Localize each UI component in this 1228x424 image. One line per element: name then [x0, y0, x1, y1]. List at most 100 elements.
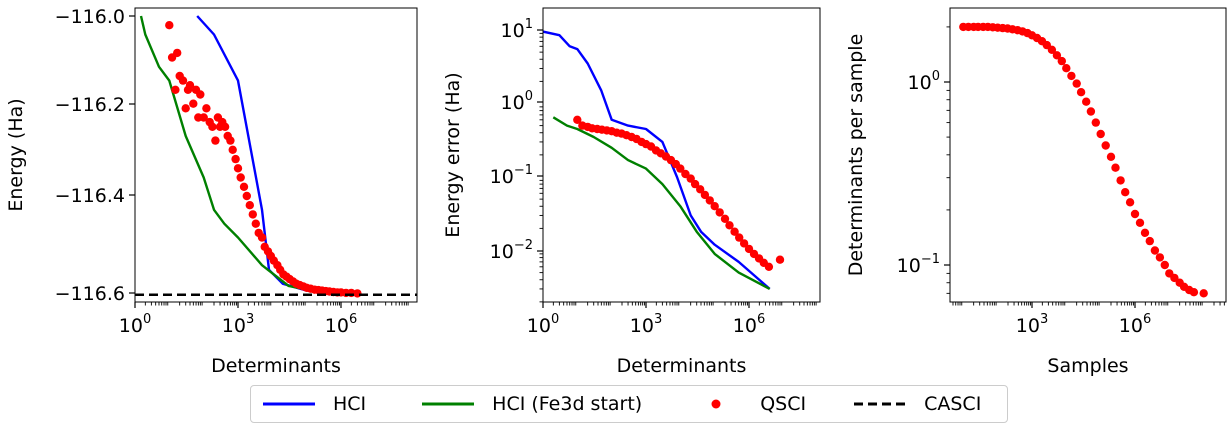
legend-line-icon	[418, 394, 478, 414]
data-point	[764, 262, 774, 271]
plot-area-1	[543, 30, 785, 290]
figure: −116.0 −116.2 −116.4 −116.6 100 103 106 Determi…	[5, 6, 1227, 377]
y-tick-label: −116.4	[55, 185, 125, 207]
data-point	[1140, 228, 1150, 237]
data-point	[1072, 79, 1081, 88]
y-tick-label: 10−2	[490, 238, 533, 263]
data-point	[700, 190, 710, 200]
data-point	[353, 289, 362, 298]
data-point	[720, 214, 730, 223]
data-point	[775, 255, 785, 264]
data-point	[257, 233, 267, 242]
legend-item-qsci: QSCI	[686, 393, 806, 415]
series-line-1	[139, 15, 342, 296]
data-point	[199, 113, 208, 122]
x-tick-label: 106	[325, 312, 357, 337]
data-point	[715, 208, 724, 217]
x-tick-label: 103	[222, 312, 254, 337]
data-point	[1091, 118, 1101, 127]
data-point	[189, 99, 198, 108]
data-point	[1076, 88, 1086, 97]
y-tick-label: −116.2	[55, 94, 125, 116]
data-point	[1160, 260, 1170, 270]
y-axis-label: Energy (Ha)	[5, 98, 27, 211]
legend-dot-icon	[686, 394, 746, 414]
y-tick-label: 100	[908, 69, 940, 94]
series-line-1	[552, 116, 771, 290]
y-tick-label: −116.6	[55, 283, 125, 305]
plot-frame-0	[134, 7, 418, 303]
plot-area-2	[959, 22, 1208, 298]
data-point	[1125, 198, 1135, 207]
legend-label: HCI	[333, 393, 367, 415]
y-tick-label: 10−1	[897, 252, 940, 277]
series-line-0	[196, 15, 358, 295]
data-point	[1082, 97, 1091, 106]
data-point	[231, 154, 240, 164]
legend: HCI HCI (Fe3d start) QSCI CASCI	[250, 385, 1008, 423]
data-point	[725, 221, 734, 230]
data-point	[1150, 246, 1160, 255]
data-point	[1096, 129, 1105, 139]
x-tick-label: 106	[1119, 312, 1151, 337]
legend-item-casci: CASCI	[850, 393, 981, 415]
data-point	[228, 145, 237, 154]
legend-label: CASCI	[924, 393, 982, 415]
data-point	[1086, 107, 1096, 116]
data-point	[226, 136, 235, 145]
data-point	[1155, 253, 1165, 262]
data-point	[1145, 236, 1155, 246]
legend-item-hci: HCI	[259, 393, 366, 415]
y-axis-label: Energy error (Ha)	[442, 72, 464, 237]
y-tick-label: 100	[501, 89, 533, 114]
data-point	[208, 122, 217, 131]
data-point	[233, 164, 243, 173]
data-point	[236, 173, 245, 182]
data-point	[1116, 176, 1125, 185]
data-point	[171, 85, 180, 95]
data-point	[1047, 45, 1057, 54]
plot-frame-2	[949, 7, 1227, 303]
data-point	[178, 76, 188, 85]
legend-label: QSCI	[760, 393, 807, 415]
data-point	[211, 136, 220, 145]
data-point	[245, 201, 254, 210]
legend-label: HCI (Fe3d start)	[492, 393, 643, 415]
data-point	[730, 227, 739, 236]
data-point	[1101, 141, 1110, 150]
x-tick-label: 103	[630, 312, 662, 337]
data-point	[1111, 163, 1120, 172]
data-point	[1135, 218, 1145, 227]
x-tick-label: 100	[527, 312, 559, 337]
y-tick-label: −116.0	[55, 6, 125, 28]
data-point	[676, 164, 685, 173]
data-point	[1130, 209, 1140, 219]
y-axis-label: Determinants per sample	[845, 34, 867, 277]
data-point	[1067, 71, 1076, 81]
data-point	[696, 185, 705, 194]
data-point	[1062, 63, 1071, 73]
data-point	[705, 196, 714, 205]
data-point	[710, 202, 719, 211]
legend-item-hci-fe3d: HCI (Fe3d start)	[418, 393, 642, 415]
x-axis-label: Determinants	[617, 355, 747, 377]
data-point	[1057, 56, 1067, 66]
legend-line-icon	[259, 394, 319, 414]
data-point	[220, 122, 230, 131]
data-point	[739, 239, 749, 248]
data-point	[196, 90, 205, 99]
data-point	[165, 21, 174, 30]
y-tick-label: 10−1	[490, 163, 533, 188]
data-point	[202, 104, 211, 113]
data-point	[573, 115, 582, 125]
data-point	[690, 179, 700, 189]
x-tick-label: 103	[1016, 312, 1048, 337]
legend-dashed-icon	[850, 394, 910, 414]
y-tick-label: 101	[501, 17, 533, 42]
plot-area-0	[135, 15, 417, 298]
data-point	[248, 210, 257, 219]
x-tick-label: 100	[119, 312, 151, 337]
data-point	[1052, 51, 1062, 60]
data-point	[181, 104, 190, 113]
data-point	[185, 81, 195, 90]
